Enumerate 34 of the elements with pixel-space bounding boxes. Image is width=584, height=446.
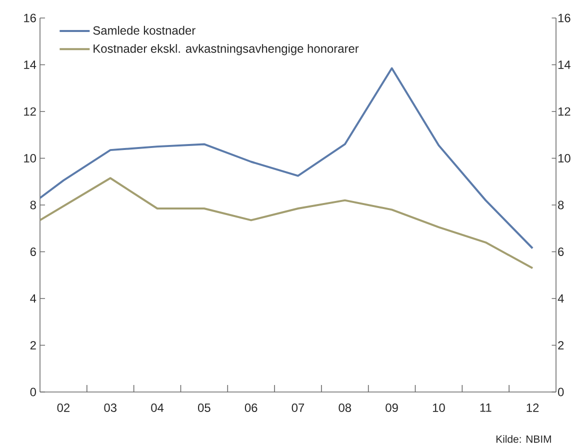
- x-tick-label: 11: [480, 404, 492, 412]
- y-tick-label: 2: [30, 341, 36, 350]
- legend-label: Samlede kostnader: [93, 26, 196, 35]
- x-tick-label: 07: [292, 404, 304, 412]
- y2-tick-label: 14: [558, 60, 570, 69]
- x-tick-label: 05: [198, 404, 210, 412]
- x-tick-label: 08: [338, 404, 352, 412]
- y2-tick-label: 6: [558, 248, 564, 256]
- x-tick-label: 03: [104, 404, 116, 412]
- y2-tick-label: 8: [558, 200, 564, 210]
- line-series: [40, 67, 534, 250]
- x-tick-label: 04: [151, 404, 164, 412]
- y2-tick-label: 2: [558, 341, 564, 350]
- y2-tick-label: 10: [558, 154, 570, 162]
- x-tick-label: 02: [57, 404, 70, 412]
- y-tick-label: 14: [24, 60, 36, 69]
- x-tick-label: 09: [386, 404, 398, 412]
- line-series: [40, 177, 534, 270]
- y-tick-label: 0: [30, 388, 36, 396]
- y-tick-label: 10: [24, 154, 36, 162]
- y-tick-label: 4: [30, 294, 36, 303]
- y2-tick-label: 4: [558, 294, 564, 303]
- x-tick-label: 12: [526, 404, 539, 412]
- legend-label: Kostnader ekskl. avkastningsavhengige honorarer: [94, 44, 359, 56]
- y-tick-label: 6: [30, 248, 36, 256]
- y-tick-label: 16: [24, 14, 36, 22]
- text: Kilde: NBIM: [496, 435, 551, 443]
- x-tick-label: 10: [432, 404, 445, 412]
- y-tick-label: 8: [30, 200, 36, 210]
- y2-tick-label: 12: [558, 107, 570, 116]
- x-tick-label: 06: [244, 404, 258, 412]
- y2-tick-label: 0: [558, 388, 564, 396]
- y2-tick-label: 16: [558, 14, 570, 22]
- y-tick-label: 12: [24, 107, 36, 116]
